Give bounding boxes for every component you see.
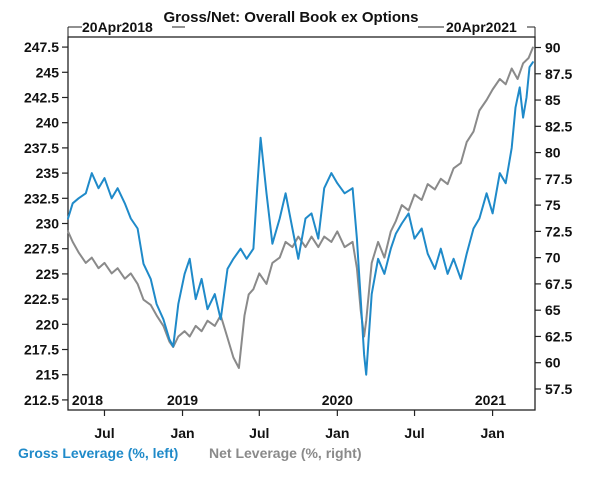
left-axis-tick-label: 237.5 xyxy=(24,140,59,156)
right-axis-tick-label: 90 xyxy=(545,40,561,56)
chart-title: Gross/Net: Overall Book ex Options xyxy=(163,9,418,26)
left-axis-tick-label: 220 xyxy=(36,316,60,332)
right-axis-tick-label: 75 xyxy=(545,197,561,213)
left-axis-tick-label: 212.5 xyxy=(24,392,59,408)
right-axis-tick-label: 62.5 xyxy=(545,328,572,344)
right-axis-tick-label: 67.5 xyxy=(545,276,572,292)
right-axis-tick-label: 60 xyxy=(545,355,561,371)
x-axis-month-label: Jan xyxy=(325,425,349,441)
x-axis-month-label: Jul xyxy=(404,425,424,441)
right-axis-tick-label: 72.5 xyxy=(545,223,572,239)
x-axis-year-label: 2019 xyxy=(167,392,198,408)
left-axis-tick-label: 240 xyxy=(36,115,60,131)
left-axis-tick-label: 247.5 xyxy=(24,39,59,55)
legend-net-leverage: Net Leverage (%, right) xyxy=(209,445,361,461)
left-axis-tick-label: 230 xyxy=(36,216,60,232)
x-axis-year-label: 2018 xyxy=(72,392,103,408)
gross-leverage-line xyxy=(67,61,534,376)
plot-area: 212.5 215 217.5 220 222.5 225 227.5 230 232.5 235… xyxy=(24,26,572,441)
start-date-label: 20Apr2018 xyxy=(82,19,153,35)
legend: Gross Leverage (%, left) Net Leverage (%… xyxy=(18,445,361,461)
right-axis-tick-label: 57.5 xyxy=(545,381,572,397)
left-axis-tick-label: 225 xyxy=(36,266,60,282)
plot-frame xyxy=(67,36,536,411)
right-axis-tick-label: 65 xyxy=(545,302,561,318)
x-axis-month-label: Jul xyxy=(249,425,269,441)
left-axis-tick-label: 217.5 xyxy=(24,342,59,358)
x-axis-year-label: 2020 xyxy=(322,392,353,408)
x-axis-month-label: Jan xyxy=(170,425,194,441)
x-axis-year-label: 2021 xyxy=(475,392,506,408)
left-axis-tick-label: 222.5 xyxy=(24,291,59,307)
x-axis-month-label: Jul xyxy=(94,425,114,441)
right-axis-tick-label: 70 xyxy=(545,250,561,266)
left-axis-tick-label: 227.5 xyxy=(24,241,59,257)
net-leverage-line xyxy=(67,46,534,369)
right-axis-tick-label: 87.5 xyxy=(545,66,572,82)
left-axis-tick-label: 215 xyxy=(36,367,60,383)
right-axis-tick-label: 77.5 xyxy=(545,171,572,187)
end-date-label: 20Apr2021 xyxy=(446,19,517,35)
right-axis-tick-label: 85 xyxy=(545,92,561,108)
left-axis-tick-label: 245 xyxy=(36,64,60,80)
left-axis-tick-label: 235 xyxy=(36,165,60,181)
right-axis-tick-label: 80 xyxy=(545,145,561,161)
legend-gross-leverage: Gross Leverage (%, left) xyxy=(18,445,178,461)
left-axis-tick-label: 232.5 xyxy=(24,190,59,206)
left-axis-tick-label: 242.5 xyxy=(24,89,59,105)
right-axis-tick-label: 82.5 xyxy=(545,118,572,134)
x-axis-month-label: Jan xyxy=(481,425,505,441)
